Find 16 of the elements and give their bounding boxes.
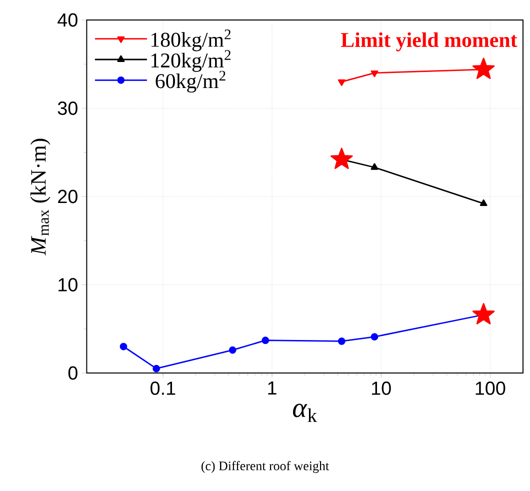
x-tick-label: 100 <box>476 382 506 395</box>
x-tick-label: 0.1 <box>150 382 176 395</box>
y-tick-label: 30 <box>58 102 78 115</box>
legend-label: 120kg/m$^{2}$ <box>151 50 231 72</box>
x-axis-title: α$_{k}$ <box>292 404 318 422</box>
series-label: Limit yield moment <box>341 32 518 52</box>
legend-label: 180kg/m$^{2}$ <box>151 29 231 52</box>
legend-label: 60kg/m$^{2}$ <box>156 70 226 93</box>
text: (c) Different roof weight <box>201 461 329 473</box>
x-tick-label: 1 <box>268 382 276 395</box>
y-tick-label: 10 <box>58 278 78 292</box>
y-tick-label: 20 <box>58 190 78 204</box>
y-tick-label: 40 <box>58 13 78 27</box>
y-tick-label: 0 <box>68 366 78 380</box>
y-axis-title: M$_{max}$ (kN·m) <box>30 138 50 256</box>
x-tick-label: 10 <box>372 382 391 395</box>
